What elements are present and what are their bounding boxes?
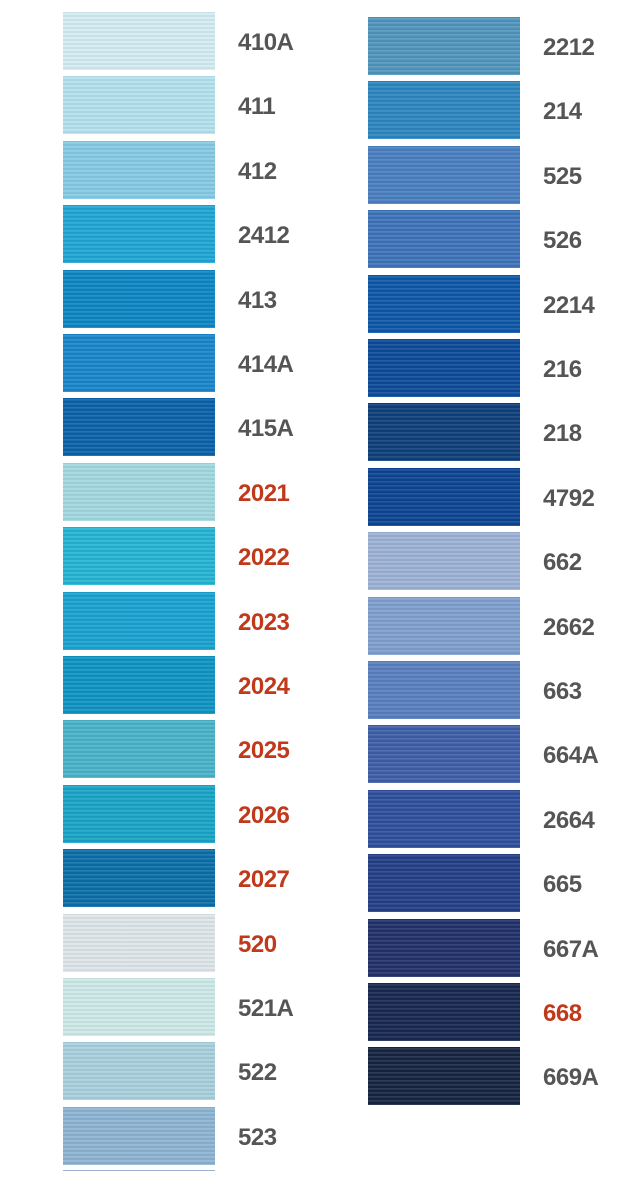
color-code: 218 [543, 420, 582, 448]
color-code: 2024 [238, 673, 290, 700]
color-swatch [368, 918, 520, 977]
color-swatch [368, 1047, 520, 1106]
color-swatch [368, 532, 520, 591]
color-code: 2662 [543, 613, 595, 641]
color-swatch [63, 12, 215, 70]
color-code: 667A [543, 935, 599, 963]
color-code: 412 [238, 157, 277, 185]
color-swatch [368, 145, 520, 204]
color-code: 2021 [238, 479, 290, 507]
color-code: 525 [543, 162, 582, 190]
color-code: 663 [543, 678, 582, 705]
color-code: 2214 [543, 291, 595, 319]
color-code: 413 [238, 286, 277, 314]
color-swatch [63, 140, 215, 199]
color-code: 2412 [238, 222, 290, 250]
color-swatch [63, 1042, 215, 1101]
color-code: 665 [543, 871, 582, 899]
color-swatch [63, 462, 215, 521]
color-code: 4792 [543, 484, 595, 512]
color-swatch [63, 76, 215, 135]
color-swatch [63, 205, 215, 264]
color-code: 2023 [238, 608, 290, 636]
color-swatch [63, 784, 215, 843]
color-code: 214 [543, 98, 582, 126]
color-code: 669A [543, 1064, 599, 1092]
color-code: 523 [238, 1123, 277, 1151]
color-swatch [368, 81, 520, 140]
color-swatch [368, 725, 520, 784]
divider [63, 1170, 215, 1171]
color-swatch [63, 656, 215, 714]
color-code: 2026 [238, 801, 290, 829]
color-code: 414A [238, 351, 294, 378]
color-swatch [368, 854, 520, 913]
color-swatch [63, 1106, 215, 1165]
color-code: 2025 [238, 737, 290, 765]
color-swatch [63, 913, 215, 972]
color-swatch [63, 849, 215, 908]
color-swatch [368, 467, 520, 526]
color-code: 668 [543, 1000, 582, 1027]
color-swatch [368, 339, 520, 397]
color-swatch [368, 661, 520, 719]
color-swatch [63, 398, 215, 457]
color-swatch [368, 274, 520, 333]
color-code: 2664 [543, 806, 595, 834]
color-code: 664A [543, 742, 599, 770]
color-code: 662 [543, 549, 582, 577]
color-code: 216 [543, 356, 582, 383]
color-swatch [63, 591, 215, 650]
color-code: 411 [238, 93, 276, 121]
color-code: 2027 [238, 866, 290, 894]
color-code: 2022 [238, 544, 290, 572]
color-code: 2212 [543, 34, 595, 61]
color-swatch [63, 720, 215, 779]
color-swatch [63, 334, 215, 392]
color-swatch [368, 17, 520, 75]
color-swatch [63, 978, 215, 1036]
color-code: 521A [238, 995, 294, 1022]
color-code: 410A [238, 29, 294, 56]
color-swatch [368, 983, 520, 1041]
color-code: 522 [238, 1059, 277, 1087]
color-swatch [368, 403, 520, 462]
color-swatch [368, 596, 520, 655]
color-swatch [63, 527, 215, 586]
color-swatch [368, 789, 520, 848]
color-code: 520 [238, 930, 277, 958]
color-swatch [63, 269, 215, 328]
color-code: 526 [543, 227, 582, 255]
color-swatch [368, 210, 520, 269]
color-code: 415A [238, 415, 294, 443]
